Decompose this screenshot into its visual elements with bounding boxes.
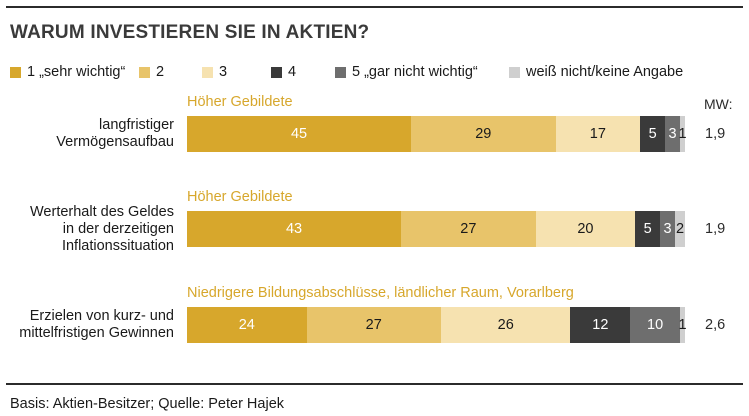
- bar-segment: 1: [678, 307, 687, 343]
- legend-label: 5 „gar nicht wichtig“: [352, 64, 478, 80]
- data-label: 1: [678, 126, 687, 142]
- chart-title: WARUM INVESTIEREN SIE IN AKTIEN?: [10, 22, 370, 43]
- bar-segment: 2: [675, 211, 685, 247]
- data-label: 20: [577, 221, 594, 237]
- bar-segment: 3: [665, 116, 681, 152]
- legend-item: weiß nicht/keine Angabe: [509, 64, 683, 80]
- bar-segment: 10: [630, 307, 681, 343]
- bar-segment: 20: [535, 211, 636, 247]
- bar-segment: 5: [635, 211, 661, 247]
- data-label: 1: [678, 317, 687, 333]
- footer-note: Basis: Aktien-Besitzer; Quelle: Peter Ha…: [10, 396, 285, 412]
- data-label: 29: [475, 126, 492, 142]
- bar-segment: 3: [660, 211, 676, 247]
- row-label-line: Vermögensaufbau: [56, 134, 174, 150]
- bar-segment: 27: [306, 307, 441, 343]
- legend-swatch: [335, 66, 346, 78]
- data-label: 2: [675, 221, 685, 237]
- row-label: Erzielen von kurz- und mittelfristigen Ge…: [0, 308, 174, 342]
- data-label: 45: [290, 126, 308, 142]
- mw-value: 1,9: [705, 221, 726, 237]
- row-label-line: in der derzeitigen: [62, 220, 174, 237]
- stacked-bar: 24 27 26 12 10 1: [187, 307, 687, 343]
- group-label: Niedrigere Bildungsabschlüsse, ländliche…: [187, 285, 574, 301]
- bar-segment: 1: [678, 116, 687, 152]
- data-label: 10: [647, 317, 664, 333]
- data-label: 3: [663, 221, 672, 237]
- footer-rule: [6, 383, 743, 385]
- title-rule: [6, 6, 743, 8]
- legend-item: 3: [202, 64, 227, 80]
- mw-header: MW:: [704, 96, 733, 112]
- bar-segment: 45: [187, 116, 412, 152]
- bar-segment: 17: [555, 116, 641, 152]
- data-label: 26: [497, 317, 514, 333]
- mw-value: 2,6: [705, 317, 726, 333]
- legend-swatch: [271, 66, 282, 78]
- legend-item: 4: [271, 64, 296, 80]
- legend-item: 2: [139, 64, 164, 80]
- row-label-line: Inflationssituation: [61, 237, 174, 254]
- legend-swatch: [10, 66, 21, 78]
- data-label: 43: [285, 221, 303, 237]
- row-label: Werterhalt des Geldes in der derzeitigen I…: [0, 204, 174, 255]
- bar-segment: 43: [187, 211, 402, 247]
- legend-item: 5 „gar nicht wichtig“: [335, 64, 478, 80]
- bar-segment: 5: [640, 116, 666, 152]
- bar-segment: 29: [411, 116, 556, 152]
- bar-segment: 12: [570, 307, 631, 343]
- data-label: 3: [668, 126, 677, 142]
- data-label: 5: [643, 221, 652, 237]
- stacked-bar: 45 29 17 5 3 1: [187, 116, 687, 152]
- legend-label: weiß nicht/keine Angabe: [526, 64, 684, 80]
- legend-label: 1 „sehr wichtig“: [27, 64, 126, 80]
- mw-value: 1,9: [705, 126, 726, 142]
- legend-label: 4: [288, 64, 297, 80]
- group-label: Höher Gebildete: [187, 94, 293, 110]
- row-label-line: mittelfristigen Gewinnen: [19, 325, 174, 341]
- legend-label: 2: [156, 64, 165, 80]
- data-label: 27: [365, 317, 382, 333]
- legend-item: 1 „sehr wichtig“: [10, 64, 125, 80]
- legend-swatch: [202, 66, 213, 78]
- bar-segment: 24: [187, 307, 307, 343]
- row-label-line: Erzielen von kurz- und: [29, 308, 174, 324]
- row-label: langfristiger Vermögensaufbau: [0, 117, 174, 151]
- data-label: 5: [648, 126, 657, 142]
- row-label-line: langfristiger: [99, 117, 174, 133]
- group-label: Höher Gebildete: [187, 189, 293, 205]
- data-label: 12: [592, 317, 609, 333]
- stacked-bar: 43 27 20 5 3 2: [187, 211, 685, 247]
- bar-segment: 26: [440, 307, 571, 343]
- data-label: 24: [238, 317, 255, 333]
- bar-segment: 27: [401, 211, 536, 247]
- data-label: 27: [460, 221, 477, 237]
- data-label: 17: [589, 126, 606, 142]
- legend-swatch: [509, 66, 520, 78]
- row-label-line: Werterhalt des Geldes: [30, 203, 174, 220]
- legend-label: 3: [219, 64, 228, 80]
- legend-swatch: [139, 66, 150, 78]
